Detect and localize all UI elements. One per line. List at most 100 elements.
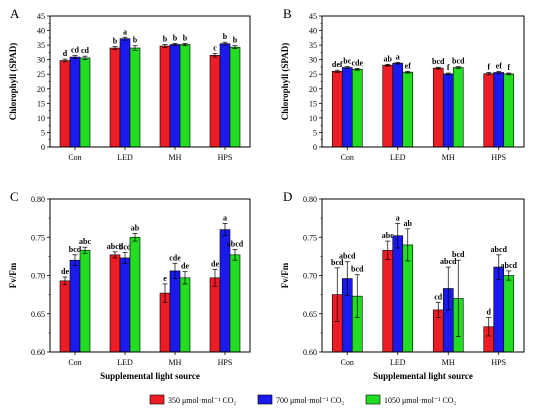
panel-b: B 0 5 10 15 20 25 30 35 40 45 Chlorophyll (SPAD) def…	[280, 6, 525, 162]
significance-label: bcd	[331, 258, 344, 267]
x-axis-title: Supplemental light source	[373, 371, 473, 381]
significance-label: c	[213, 44, 217, 53]
x-tick-label: Con	[68, 153, 81, 162]
legend-label: 350 μmol·mol⁻¹ CO₂	[168, 396, 237, 405]
significance-label: ab	[384, 54, 393, 63]
significance-label: def	[332, 60, 343, 69]
bar	[209, 54, 221, 148]
y-tick-label: 20	[309, 85, 317, 94]
significance-label: abcd	[501, 261, 518, 270]
bar	[209, 277, 221, 353]
bar	[179, 44, 191, 148]
bar	[402, 71, 414, 148]
significance-label: b	[133, 36, 138, 45]
y-tick-label: 0.60	[31, 348, 45, 357]
significance-label: de	[61, 267, 69, 276]
legend-swatch	[257, 394, 273, 405]
y-tick-label: 5	[313, 128, 317, 137]
panel-letter: A	[10, 6, 20, 21]
y-tick-label: 25	[37, 70, 45, 79]
y-axis-title: Chlorophyll (SPAD)	[8, 43, 18, 120]
significance-label: b	[183, 33, 188, 42]
legend-item: 1050 μmol·mol⁻¹ CO₂	[365, 394, 457, 405]
y-tick-label: 0.65	[31, 310, 45, 319]
x-tick-label: MH	[442, 153, 455, 162]
bar	[341, 67, 353, 148]
significance-label: d	[63, 49, 68, 58]
significance-label: cde	[169, 253, 181, 262]
y-tick-label: 35	[309, 41, 317, 50]
bar	[392, 235, 404, 353]
y-tick-label: 25	[309, 70, 317, 79]
y-tick-label: 40	[37, 27, 45, 36]
bar	[69, 259, 81, 353]
y-tick-label: 0.80	[303, 195, 317, 204]
legend-label: 1050 μmol·mol⁻¹ CO₂	[384, 396, 457, 405]
x-tick-label: Con	[341, 153, 354, 162]
significance-label: bcd	[119, 243, 132, 252]
plot-frame	[49, 198, 251, 353]
panel-letter: B	[283, 6, 292, 21]
y-tick-label: 0.80	[31, 195, 45, 204]
legend-item: 350 μmol·mol⁻¹ CO₂	[149, 394, 237, 405]
x-tick-label: Con	[341, 358, 354, 367]
y-tick-label: 0	[313, 143, 317, 152]
significance-label: abcd	[107, 242, 124, 251]
bar	[119, 38, 131, 148]
significance-label: d	[487, 308, 492, 317]
plot-frame	[321, 198, 525, 353]
x-tick-label: HPS	[491, 358, 506, 367]
legend: 350 μmol·mol⁻¹ CO₂ 700 μmol·mol⁻¹ CO₂ 1050…	[149, 394, 457, 405]
significance-label: f	[487, 62, 490, 71]
panel-letter: D	[283, 189, 292, 204]
bar	[331, 71, 343, 148]
x-tick-label: LED	[390, 358, 406, 367]
y-tick-label: 40	[309, 27, 317, 36]
significance-label: a	[396, 213, 400, 222]
y-tick-label: 10	[309, 114, 317, 123]
plot-frame	[49, 15, 251, 148]
bar	[129, 47, 141, 148]
bar	[382, 64, 394, 148]
panel-letter: C	[10, 189, 19, 204]
y-tick-label: 5	[41, 128, 45, 137]
significance-label: f	[447, 63, 450, 72]
bar	[59, 280, 71, 353]
bar	[452, 67, 464, 148]
x-tick-label: MH	[169, 358, 182, 367]
bar	[493, 266, 505, 353]
y-axis-title: Fv/Fm	[8, 262, 18, 288]
y-tick-label: 0.70	[31, 272, 45, 281]
significance-label: ef	[496, 61, 503, 70]
y-tick-label: 30	[37, 56, 45, 65]
significance-label: cd	[434, 292, 443, 301]
significance-label: bcd	[452, 250, 465, 259]
panel-d: D0.600.650.700.750.80Fv/FmbcdabcdbcdCona…	[280, 189, 525, 381]
significance-label: bcd	[432, 57, 445, 66]
significance-label: ab	[404, 219, 413, 228]
significance-label: bcd	[351, 265, 364, 274]
y-axis-title: Chlorophyll (SPAD)	[280, 43, 290, 120]
x-tick-label: LED	[117, 358, 133, 367]
significance-label: ef	[405, 61, 412, 70]
significance-label: b	[163, 35, 168, 44]
bar	[109, 47, 121, 148]
x-tick-label: HPS	[218, 153, 233, 162]
significance-label: a	[396, 52, 400, 61]
y-tick-label: 45	[309, 12, 317, 21]
significance-label: b	[173, 33, 178, 42]
bar	[503, 275, 515, 353]
legend-label: 700 μmol·mol⁻¹ CO₂	[276, 396, 345, 405]
bar	[169, 270, 181, 353]
significance-label: de	[181, 262, 189, 271]
significance-label: cd	[81, 46, 90, 55]
bar	[129, 236, 141, 353]
significance-label: abc	[79, 237, 91, 246]
bar	[79, 249, 91, 353]
significance-label: ab	[131, 223, 140, 232]
significance-label: b	[223, 32, 228, 41]
significance-label: bc	[343, 57, 351, 66]
bar	[119, 257, 131, 353]
